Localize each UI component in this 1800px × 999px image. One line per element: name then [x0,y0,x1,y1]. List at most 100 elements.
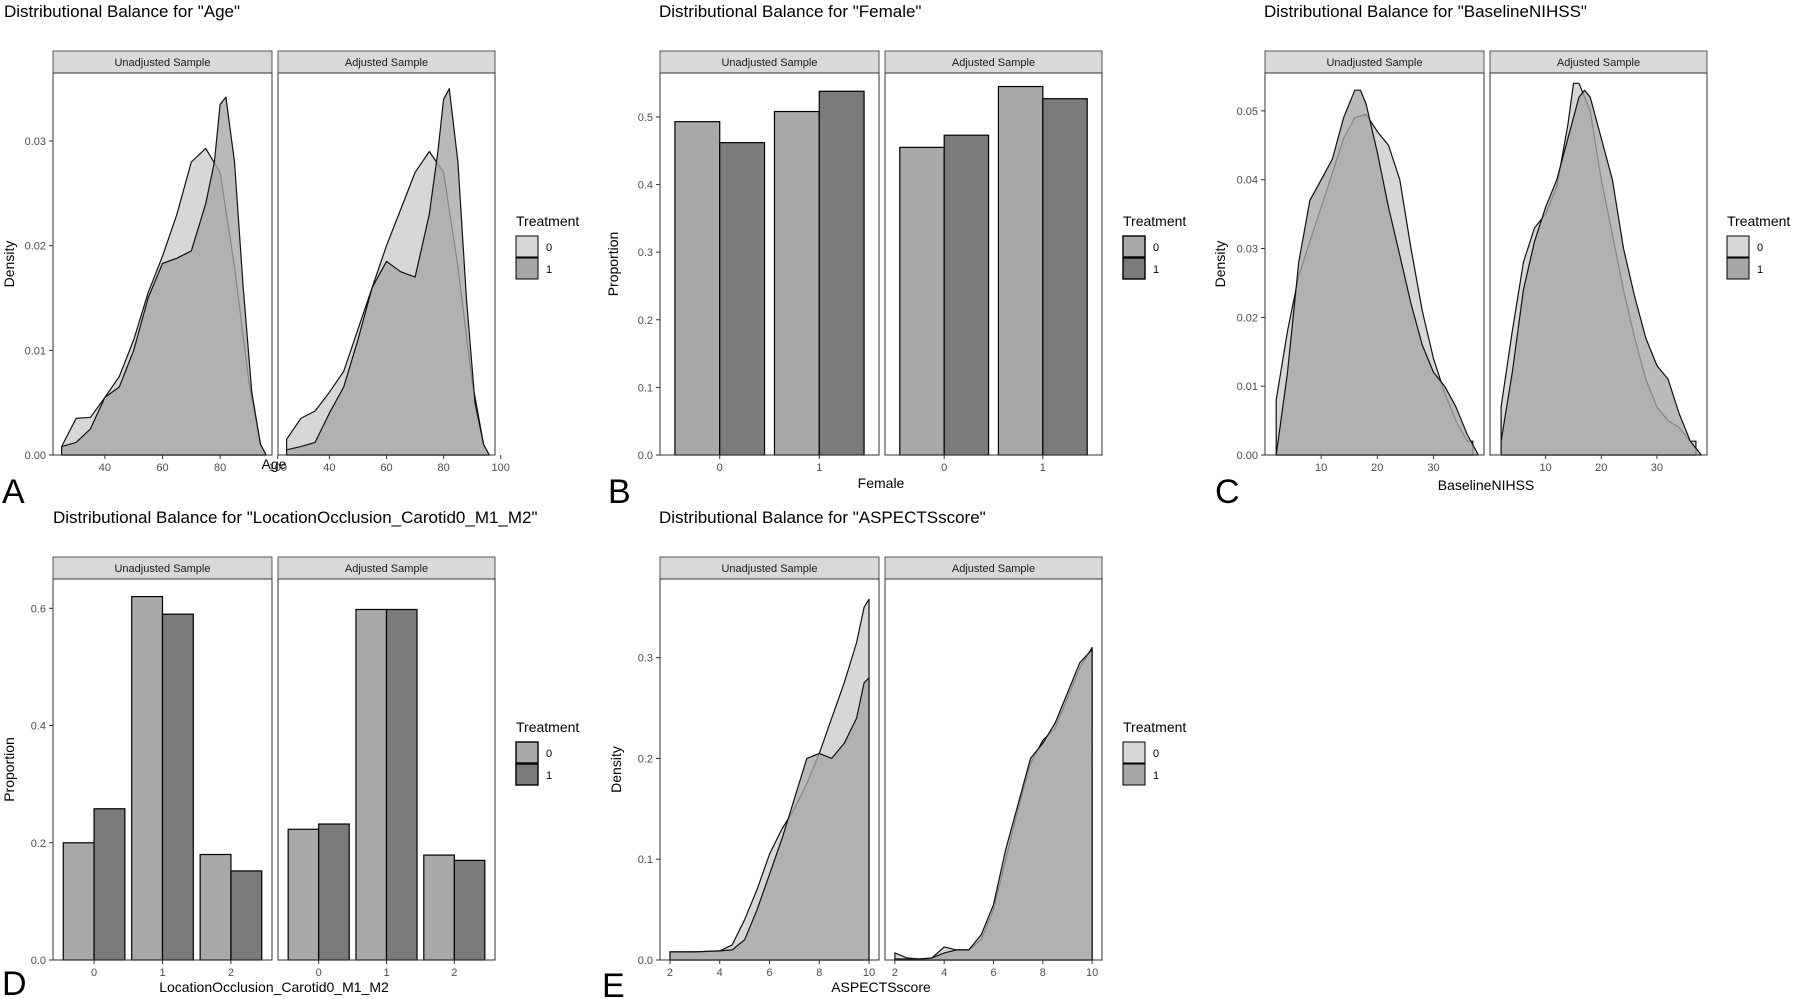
legend-key [1122,257,1146,280]
facet-label: Unadjusted Sample [721,57,817,69]
y-tick-label: 0.2 [31,838,46,850]
y-tick-label: 0.5 [638,112,653,124]
bar-treatment-0 [355,608,388,961]
legend: Treatment 0 1 [1122,213,1186,280]
chart-d: Distributional Balance for "LocationOccl… [1,508,579,999]
density-area-treatment-1 [286,88,490,456]
y-tick-label: 0.03 [25,136,46,148]
bar-treatment-0 [287,828,320,961]
y-tick-label: 0.1 [638,854,653,866]
x-tick-label: 10 [1540,462,1552,474]
x-tick-label: 2 [667,967,673,979]
y-tick-label: 0.1 [638,382,653,394]
x-axis-title: LocationOcclusion_Carotid0_M1_M2 [159,979,389,995]
density-area-treatment-1 [669,677,870,961]
x-tick-label: 60 [380,462,392,474]
chart-title: Distributional Balance for "Age" [4,2,240,21]
chart-c: Distributional Balance for "BaselineNIHS… [1212,2,1790,511]
legend-label: 0 [546,242,552,254]
x-tick-label: 2 [892,967,898,979]
legend: Treatment 0 1 [1726,213,1790,280]
chart-a: Distributional Balance for "Age" A0.00 0.0… [1,2,579,511]
legend-key [1726,235,1750,258]
y-axis-title: Density [608,746,624,793]
y-tick-label: 0.3 [638,247,653,259]
panel-border [884,72,1103,456]
y-tick-label: 0.4 [31,721,46,733]
facet-panel: Unadjusted Sample 0 1 [659,50,880,474]
legend-label: 0 [546,748,552,760]
x-tick-label: 0 [91,967,97,979]
facet-panel: Adjusted Sample 0 1 2 [277,556,496,979]
bar-treatment-0 [62,842,95,961]
y-tick-label: 0.0 [638,955,653,967]
x-tick-label: 2 [451,967,457,979]
x-tick-label: 30 [1427,462,1439,474]
x-axis-title: ASPECTSscore [831,979,931,995]
facet-label: Adjusted Sample [345,57,428,69]
y-tick-label: 0.00 [1237,450,1258,462]
x-tick-label: 30 [1651,462,1663,474]
facet-label: Adjusted Sample [345,563,428,575]
y-tick-label: 0.02 [25,241,46,253]
legend-key [1122,763,1146,786]
legend-label: 1 [1153,264,1159,276]
facet-panel: Adjusted Sample 0 1 [884,50,1103,474]
panel-letter: E [602,967,625,999]
panel-border [659,578,880,961]
facet-panel: Unadjusted Sample 40 60 80 100 [52,50,287,474]
y-axis-title: Density [1,241,17,288]
bar-treatment-1 [818,90,865,456]
facet-panel: Unadjusted Sample 10 20 30 [1264,50,1485,474]
y-axis-title: Proportion [605,232,621,297]
bar-treatment-1 [93,808,126,961]
panel-border [277,578,496,961]
x-tick-label: 20 [1371,462,1383,474]
density-area-treatment-1 [894,649,1093,961]
legend-key [515,741,539,764]
bar-treatment-1 [385,608,418,961]
y-tick-label: 0.0 [638,450,653,462]
legend-key [1122,741,1146,764]
panel-letter: C [1215,473,1240,511]
panel-letter: B [608,473,631,511]
x-axis-title: Age [262,456,287,472]
chart-b: Distributional Balance for "Female" B 0.0 0… [605,2,1186,511]
x-tick-label: 6 [766,967,772,979]
legend-key [515,257,539,280]
x-tick-label: 80 [437,462,449,474]
bar-treatment-0 [131,595,164,961]
y-tick-label: 0.02 [1237,312,1258,324]
y-tick-label: 0.0 [31,955,46,967]
x-tick-label: 1 [816,462,822,474]
density-area-treatment-1 [1275,89,1479,456]
x-tick-label: 8 [816,967,822,979]
bar-treatment-0 [674,121,721,456]
facet-panel: Adjusted Sample 40 60 80 100 [277,50,510,474]
panel-border [1489,72,1708,456]
chart-title: Distributional Balance for "LocationOccl… [53,508,538,527]
x-axis-title: BaselineNIHSS [1438,477,1535,493]
panel-border [659,72,880,456]
legend-title: Treatment [1727,213,1790,229]
legend-key [1726,257,1750,280]
x-tick-label: 6 [990,967,996,979]
legend-key [1122,235,1146,258]
x-tick-label: 1 [1040,462,1046,474]
chart-title: Distributional Balance for "Female" [659,2,921,21]
panel-letter: A [2,473,25,511]
chart-title: Distributional Balance for "BaselineNIHS… [1264,2,1587,21]
density-area-treatment-1 [1500,89,1702,456]
facet-label: Unadjusted Sample [721,563,817,575]
y-tick-label: 0.2 [638,315,653,327]
bar-treatment-0 [199,853,232,961]
legend-key [515,763,539,786]
legend-label: 1 [1153,770,1159,782]
facet-panel: Adjusted Sample 2 4 6 8 10 [884,556,1103,979]
x-tick-label: 40 [323,462,335,474]
panel-letter: D [2,965,27,999]
y-tick-label: 0.2 [638,753,653,765]
legend-label: 0 [1153,242,1159,254]
legend-label: 1 [1757,264,1763,276]
